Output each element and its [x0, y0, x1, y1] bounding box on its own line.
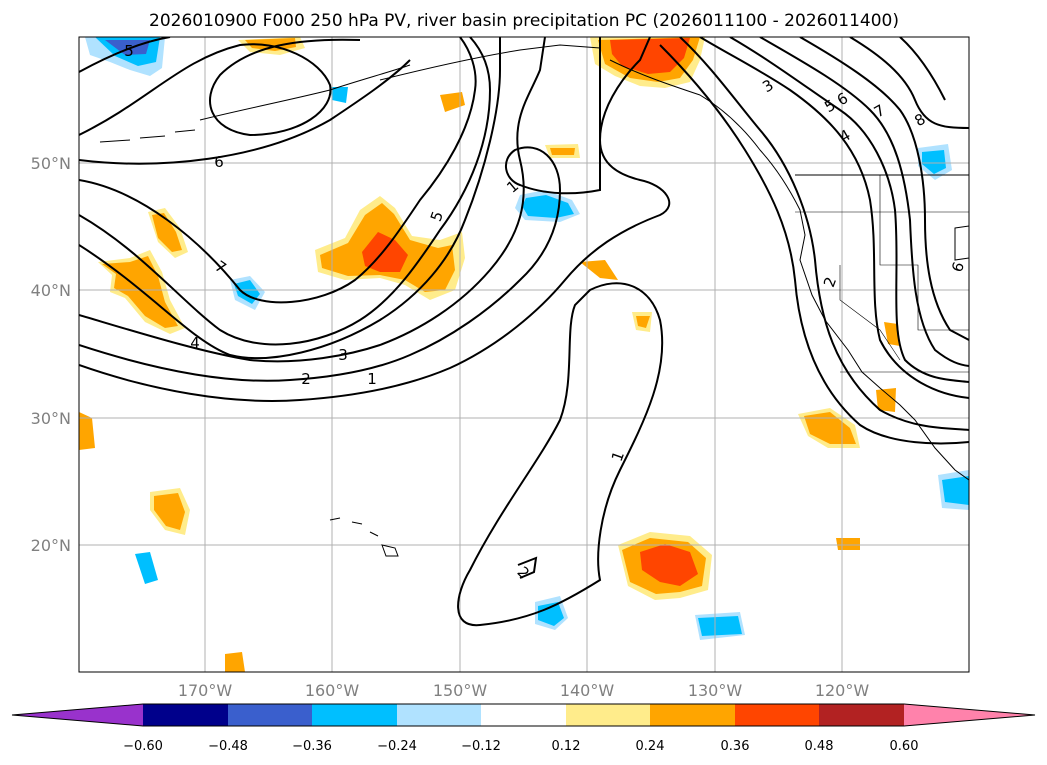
map-frame: [78, 36, 970, 673]
lat-label: 40°N: [31, 281, 71, 300]
pos-anomaly-region: [876, 388, 896, 412]
pv-contour-5b: [79, 37, 492, 346]
colorbar-extend-low: [12, 704, 143, 726]
pv-contour-4: [79, 37, 501, 360]
map-panel: 5 6 7 4 3 2 1 5 1 1 2 3 5 6 7 8 4 2 6: [78, 36, 970, 673]
colorbar-outline: [11, 703, 1036, 727]
lat-label: 50°N: [31, 154, 71, 173]
pos-anomaly-region: [79, 412, 95, 450]
colorbar: −0.60 −0.48 −0.36 −0.24 −0.12 0.12 0.24 …: [11, 703, 1036, 754]
colorbar-bin: [819, 704, 904, 726]
coastline-hawaii: [329, 517, 399, 557]
pv-contour-6b: [79, 59, 411, 165]
colorbar-bin: [143, 704, 228, 726]
border-line: [839, 265, 901, 361]
pos-anomaly-region: [152, 213, 182, 252]
colorbar-bin: [735, 704, 819, 726]
coastline-na: [609, 59, 969, 481]
pos-anomaly-region: [636, 316, 650, 328]
pv-contour-east-8: [899, 37, 946, 101]
pos-anomaly-region: [440, 92, 465, 112]
pv-contour-east-2: [679, 37, 969, 431]
pv-contour-7: [79, 37, 477, 304]
pv-contour-east-5: [759, 37, 969, 367]
colorbar-tick-label: −0.12: [461, 739, 501, 754]
neg-anomaly-region: [922, 150, 946, 174]
neg-anomaly-region: [698, 616, 742, 636]
colorbar-tick-label: −0.24: [377, 739, 417, 754]
colorbar-bin: [566, 704, 650, 726]
neg-anomaly-region: [522, 195, 574, 218]
pos-anomaly-region: [640, 544, 698, 586]
contour-label: 4: [190, 334, 200, 352]
colorbar-bin: [228, 704, 312, 726]
pos-anomaly-region: [154, 493, 185, 530]
colorbar-tick-label: 0.48: [805, 739, 834, 754]
pv-contour-east-4: [729, 37, 969, 383]
lon-label: 170°W: [178, 681, 233, 700]
colorbar-tick-label: 0.12: [552, 739, 581, 754]
lon-label: 160°W: [305, 681, 360, 700]
pv-contour-2: [79, 37, 601, 382]
colorbar-tick-label: −0.36: [292, 739, 332, 754]
lon-label: 140°W: [560, 681, 615, 700]
contour-label: 5: [124, 42, 134, 60]
coastline-alaska-gulf: [379, 44, 601, 81]
pos-anomaly-region: [580, 260, 618, 280]
coastline-aleutians: [99, 129, 196, 143]
pos-anomaly-region: [836, 538, 860, 550]
pv-contour-2-small: [517, 556, 538, 579]
pv-contour-6: [79, 38, 361, 137]
lon-label: 120°W: [815, 681, 870, 700]
pv-contours: [79, 37, 969, 627]
colorbar-tick-label: 0.60: [890, 739, 919, 754]
pv-contour-east-7: [849, 37, 969, 129]
colorbar-tick-label: 0.36: [721, 739, 750, 754]
pv-contour-1: [79, 37, 671, 402]
colorbar-bin: [397, 704, 481, 726]
lat-labels: 50°N 40°N 30°N 20°N: [31, 154, 71, 555]
contour-label: 1: [367, 370, 377, 388]
pos-anomaly-region: [610, 38, 690, 74]
pv-contour-5: [79, 37, 171, 73]
contour-label: 6: [214, 153, 224, 171]
colorbar-bin: [312, 704, 397, 726]
lat-label: 30°N: [31, 409, 71, 428]
pv-contour-east-6: [799, 37, 969, 341]
colorbar-bin: [481, 704, 566, 726]
colorbar-tick-label: −0.60: [123, 739, 163, 754]
pv-contour-east-3: [699, 37, 969, 399]
pos-anomaly-region: [550, 148, 575, 155]
coastline-lake: [954, 225, 969, 261]
neg-anomaly-region: [538, 602, 564, 626]
contour-label: 3: [338, 346, 348, 364]
contour-label: 2: [301, 370, 311, 388]
graticule: [79, 37, 969, 672]
pv-contour-east-1: [659, 44, 969, 445]
neg-anomaly-region: [942, 476, 969, 505]
pos-anomaly-region: [884, 322, 900, 346]
border-line: [879, 175, 969, 331]
colorbar-bin: [650, 704, 735, 726]
neg-anomaly-region: [135, 552, 158, 584]
neg-anomaly-region: [105, 40, 150, 55]
lat-label: 20°N: [31, 536, 71, 555]
pv-contour-1-trough: [457, 282, 664, 627]
colorbar-tick-label: 0.24: [636, 739, 665, 754]
lon-label: 150°W: [433, 681, 488, 700]
neg-anomaly-region: [330, 87, 348, 103]
pos-anomaly-region: [804, 412, 856, 444]
pos-anomaly-region: [225, 652, 245, 672]
lon-label: 130°W: [688, 681, 743, 700]
lon-labels: 170°W 160°W 150°W 140°W 130°W 120°W: [178, 681, 870, 700]
colorbar-extend-high: [904, 704, 1035, 726]
colorbar-tick-label: −0.48: [208, 739, 248, 754]
figure-title: 2026010900 F000 250 hPa PV, river basin …: [149, 11, 899, 31]
